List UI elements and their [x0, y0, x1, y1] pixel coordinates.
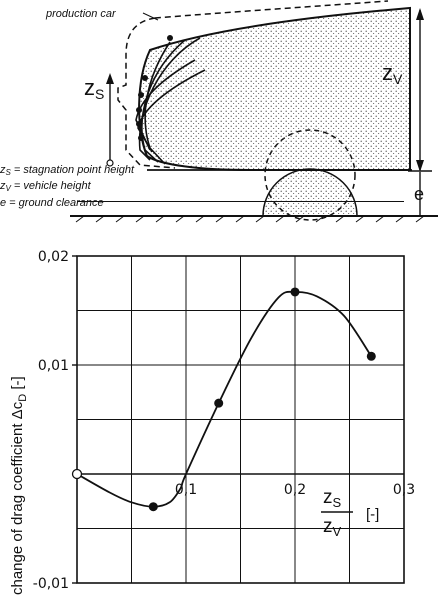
- y-tick-label: 0,02: [38, 249, 69, 265]
- production-car-leader: [142, 12, 159, 21]
- x-label-unit: [-]: [366, 506, 379, 523]
- sketch-legend: zS = stagnation point height zV = vehicl…: [0, 164, 135, 209]
- axes: [76, 255, 405, 584]
- zs-arrow-head: [106, 73, 114, 84]
- data-point: [71, 468, 83, 480]
- ground-hatching: [75, 215, 425, 223]
- chart: 0,02 0,01 -0,01 0,1 0,2 0,3 change of drag co…: [9, 201, 415, 595]
- legend-line-zv: zV = vehicle height: [0, 180, 92, 193]
- y-axis-label: change of drag coefficient ΔcD [-]: [9, 376, 29, 595]
- x-axis-label: zS zV [-]: [321, 487, 379, 539]
- legend-line-zs: zS = stagnation point height: [0, 164, 135, 177]
- x-label-numerator: zS: [323, 487, 342, 510]
- x-label-denominator: zV: [323, 516, 342, 539]
- vehicle-sketch: production car zS zV e: [0, 0, 438, 223]
- zs-arrow-origin: [106, 159, 114, 167]
- production-car-outline: [117, 17, 176, 169]
- nose-variants: [135, 37, 206, 165]
- series: [71, 287, 376, 512]
- zv-arrow-head-top: [416, 8, 424, 20]
- data-point: [214, 398, 224, 408]
- legend-line-e: e = ground clearance: [0, 197, 104, 209]
- car-body: [138, 6, 411, 171]
- e-label: e: [414, 184, 424, 204]
- tick-labels: 0,02 0,01 -0,01 0,1 0,2 0,3: [33, 249, 415, 592]
- y-tick-label: -0,01: [33, 576, 69, 592]
- plot-frame: [76, 255, 405, 584]
- production-car-label: production car: [45, 8, 117, 20]
- series-line: [76, 290, 373, 508]
- data-point: [148, 502, 158, 512]
- wheel: [262, 168, 358, 217]
- zs-label: zS: [84, 75, 104, 102]
- data-point: [290, 287, 300, 297]
- zv-label: zV: [382, 60, 403, 87]
- x-tick-label: 0,1: [175, 482, 197, 498]
- grid: [77, 201, 404, 583]
- x-tick-label: 0,3: [393, 482, 415, 498]
- zv-arrow-head-bottom: [416, 160, 424, 172]
- y-tick-label: 0,01: [38, 358, 69, 374]
- x-tick-label: 0,2: [284, 482, 306, 498]
- stagnation-points: [136, 35, 173, 141]
- data-point: [366, 351, 376, 361]
